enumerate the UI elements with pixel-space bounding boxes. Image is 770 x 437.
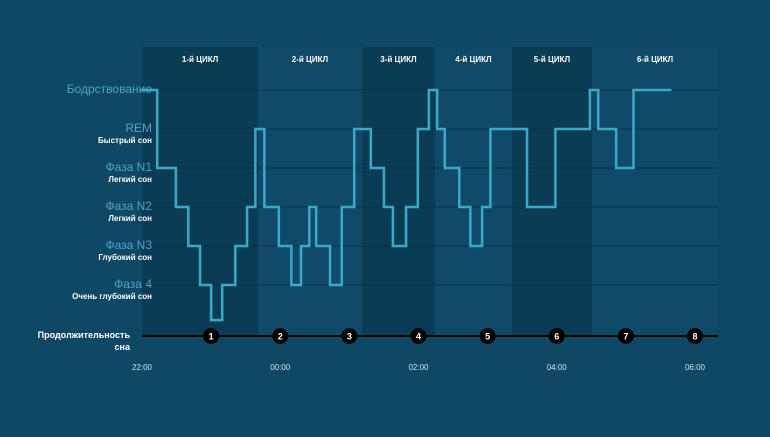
y-tick-label: Бодрствование	[32, 82, 152, 97]
cycle-label: 5-й ЦИКЛ	[534, 55, 571, 64]
stage-name: Фаза N2	[105, 199, 152, 213]
duration-marker	[687, 328, 703, 344]
duration-number: 8	[692, 331, 697, 341]
stage-sublabel: Легкий сон	[108, 213, 152, 223]
stage-sublabel: Легкий сон	[108, 174, 152, 184]
x-tick-label: 02:00	[408, 363, 429, 372]
cycle-label: 3-й ЦИКЛ	[380, 55, 417, 64]
cycle-label: 6-й ЦИКЛ	[637, 55, 674, 64]
duration-marker	[479, 328, 496, 344]
duration-number: 4	[416, 331, 421, 341]
cycle-band	[511, 47, 593, 336]
cycle-band	[592, 47, 718, 336]
stage-name: Фаза N3	[105, 238, 152, 252]
stage-name: REM	[125, 121, 152, 135]
y-tick-label: Фаза N1 Легкий сон	[32, 160, 152, 184]
y-tick-label: Фаза N2 Легкий сон	[32, 199, 152, 223]
stage-name: Фаза N1	[105, 160, 152, 174]
duration-marker	[410, 328, 427, 344]
duration-number: 7	[623, 331, 628, 341]
duration-marker	[617, 328, 634, 344]
y-tick-label: Фаза 4 Очень глубокий сон	[32, 277, 152, 301]
cycle-band	[258, 47, 362, 336]
stage-name: Бодрствование	[66, 82, 152, 96]
stage-name: Фаза 4	[114, 277, 152, 291]
duration-number: 2	[278, 331, 283, 341]
cycle-label: 1-й ЦИКЛ	[182, 55, 219, 64]
duration-label: Продолжительность сна	[37, 330, 130, 352]
x-tick-label: 00:00	[270, 363, 291, 372]
duration-marker	[341, 328, 358, 344]
x-tick-label: 22:00	[132, 363, 153, 372]
y-tick-label: REM Быстрый сон	[32, 121, 152, 145]
duration-number: 1	[209, 331, 214, 341]
stage-sublabel: Быстрый сон	[98, 135, 152, 145]
duration-marker	[203, 328, 220, 344]
x-tick-label: 06:00	[685, 363, 706, 372]
cycle-band	[142, 47, 259, 336]
duration-marker	[272, 328, 289, 344]
cycle-band	[361, 47, 436, 336]
duration-number: 5	[485, 331, 490, 341]
stage-sublabel: Очень глубокий сон	[72, 291, 152, 301]
stage-sublabel: Глубокий сон	[98, 252, 152, 262]
cycle-label: 4-й ЦИКЛ	[455, 55, 492, 64]
duration-number: 6	[554, 331, 559, 341]
cycle-band	[435, 47, 512, 336]
duration-marker	[548, 328, 565, 344]
x-tick-label: 04:00	[547, 363, 568, 372]
duration-number: 3	[347, 331, 352, 341]
cycle-label: 2-й ЦИКЛ	[292, 55, 329, 64]
y-tick-label: Фаза N3 Глубокий сон	[32, 238, 152, 262]
